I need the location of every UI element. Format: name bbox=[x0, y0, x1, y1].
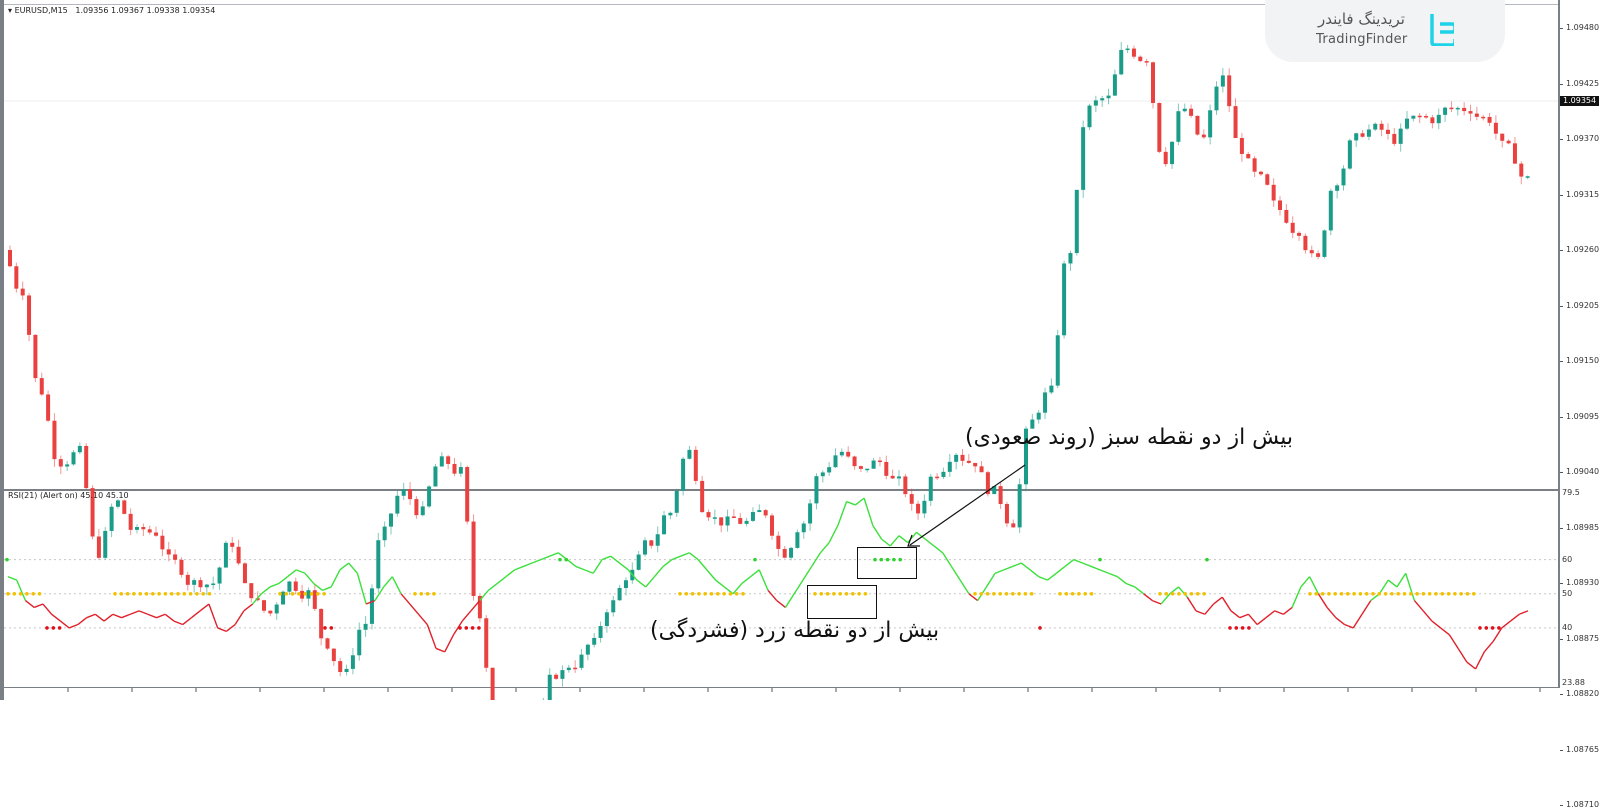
price-axis-label: 1.08930 bbox=[1566, 578, 1600, 587]
price-pane[interactable] bbox=[4, 4, 1558, 486]
price-axis-label: 1.08765 bbox=[1566, 744, 1600, 754]
rsi-axis-label: 23.88 bbox=[1562, 678, 1585, 687]
price-axis-label: 1.09480 bbox=[1566, 23, 1600, 32]
green-dots-highlight-box bbox=[857, 547, 917, 579]
price-axis-label: 1.09370 bbox=[1566, 134, 1600, 143]
price-axis-border bbox=[1558, 0, 1560, 700]
price-axis-label: 1.09260 bbox=[1566, 245, 1600, 254]
chart-canvas[interactable] bbox=[0, 0, 1600, 700]
time-axis[interactable] bbox=[4, 687, 1560, 701]
current-price-tag: 1.09354 bbox=[1560, 96, 1600, 106]
price-axis-label: 1.09040 bbox=[1566, 467, 1600, 476]
tradingfinder-watermark bbox=[1265, 0, 1505, 62]
rsi-axis-label: 60 bbox=[1562, 554, 1573, 564]
rsi-pane[interactable] bbox=[4, 489, 1558, 689]
price-axis-label: 1.09150 bbox=[1566, 356, 1600, 365]
price-axis-label: 1.08985 bbox=[1566, 522, 1600, 532]
price-axis-label: 1.08710 bbox=[1566, 800, 1600, 809]
ohlc-values: 1.09356 1.09367 1.09338 1.09354 bbox=[75, 6, 216, 15]
rsi-axis-label: 79.5 bbox=[1562, 488, 1580, 497]
yellow-dots-highlight-box bbox=[807, 585, 877, 619]
rsi-axis-label: 50 bbox=[1562, 588, 1573, 598]
price-axis-label: 1.09315 bbox=[1566, 189, 1600, 199]
symbol-legend: ▾ EURUSD,M15 1.09356 1.09367 1.09338 1.0… bbox=[8, 6, 215, 15]
logo-text-fa: تریدینگ فایندر bbox=[1318, 10, 1405, 28]
logo-text-en: TradingFinder bbox=[1316, 32, 1408, 47]
price-axis-label: 1.08820 bbox=[1566, 689, 1600, 698]
price-axis-label: 1.08875 bbox=[1566, 633, 1600, 643]
triangle-down-icon[interactable]: ▾ bbox=[8, 6, 13, 15]
window-left-border bbox=[0, 0, 4, 700]
tradingfinder-logo-icon bbox=[1430, 14, 1454, 46]
rsi-legend: RSI(21) (Alert on) 45.10 45.10 bbox=[8, 491, 129, 500]
price-axis-label: 1.09095 bbox=[1566, 411, 1600, 421]
symbol-timeframe: EURUSD,M15 bbox=[14, 6, 68, 15]
annotation-green-dots: بیش از دو نقطه سبز (روند صعودی) bbox=[965, 425, 1293, 450]
price-axis-label: 1.09205 bbox=[1566, 300, 1600, 310]
annotation-yellow-dots: بیش از دو نقطه زرد (فشردگی) bbox=[650, 618, 940, 643]
price-axis-label: 1.09425 bbox=[1566, 78, 1600, 88]
rsi-axis-label: 40 bbox=[1562, 622, 1573, 632]
